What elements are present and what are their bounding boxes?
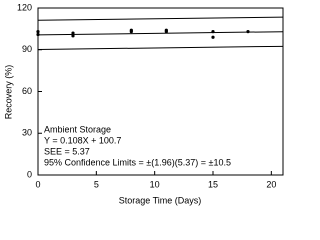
data-point (36, 32, 40, 37)
x-axis-label: Storage Time (Days) (119, 195, 202, 205)
data-point (164, 30, 168, 34)
chart: Storage Time (Days) Recovery (%) 0 30 60 90… (3, 2, 284, 205)
x-tick-label: 15 (208, 179, 218, 189)
x-tick-label: 5 (94, 179, 99, 189)
y-tick-label: 0 (27, 169, 32, 179)
data-point (246, 30, 250, 34)
x-tick-label: 20 (266, 179, 276, 189)
annotation: SEE = 5.37 (44, 146, 90, 156)
fit-line (37, 31, 284, 36)
y-tick-label: 60 (22, 86, 32, 96)
y-tick-label: 30 (22, 128, 32, 138)
data-point (129, 28, 133, 32)
annotation: 95% Confidence Limits = ±(1.96)(5.37) = … (44, 157, 231, 167)
x-tick-label: 0 (35, 179, 40, 189)
data-point (211, 35, 215, 39)
fit-line (37, 16, 284, 21)
data-point (36, 30, 40, 34)
fit-line (37, 45, 284, 50)
y-tick-label: 90 (22, 44, 32, 54)
data-point (71, 34, 75, 38)
data-point (211, 30, 215, 34)
annotation: Y = 0.108X + 100.7 (44, 135, 121, 145)
y-tick-label: 120 (17, 2, 32, 12)
y-axis-label: Recovery (%) (3, 65, 13, 120)
annotation: Ambient Storage (44, 124, 111, 134)
data-point (71, 31, 75, 35)
x-tick-label: 10 (150, 179, 160, 189)
